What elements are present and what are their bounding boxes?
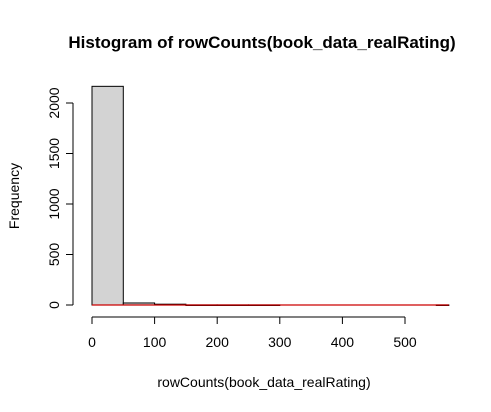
y-ticks: 0 500 1000 1500 2000	[46, 87, 73, 309]
y-tick-label: 0	[46, 301, 62, 309]
x-tick-label: 500	[393, 334, 417, 350]
x-tick-label: 0	[88, 334, 96, 350]
bars-layer	[91, 85, 450, 306]
chart-title: Histogram of rowCounts(book_data_realRat…	[68, 33, 455, 52]
y-tick-label: 1500	[46, 138, 62, 169]
x-tick-label: 200	[206, 334, 230, 350]
x-ticks: 0 100 200 300 400 500	[88, 317, 417, 350]
x-axis-label: rowCounts(book_data_realRating)	[157, 374, 370, 390]
x-tick-label: 300	[268, 334, 292, 350]
y-axis: 0 500 1000 1500 2000	[46, 87, 74, 309]
x-axis: 0 100 200 300 400 500	[88, 316, 417, 350]
y-axis-label: Frequency	[6, 163, 22, 229]
x-tick-label: 100	[143, 334, 167, 350]
y-tick-label: 1000	[46, 188, 62, 219]
histogram-bar	[91, 85, 124, 306]
y-tick-label: 500	[46, 243, 62, 267]
x-tick-label: 400	[331, 334, 355, 350]
y-tick-label: 2000	[46, 87, 62, 118]
